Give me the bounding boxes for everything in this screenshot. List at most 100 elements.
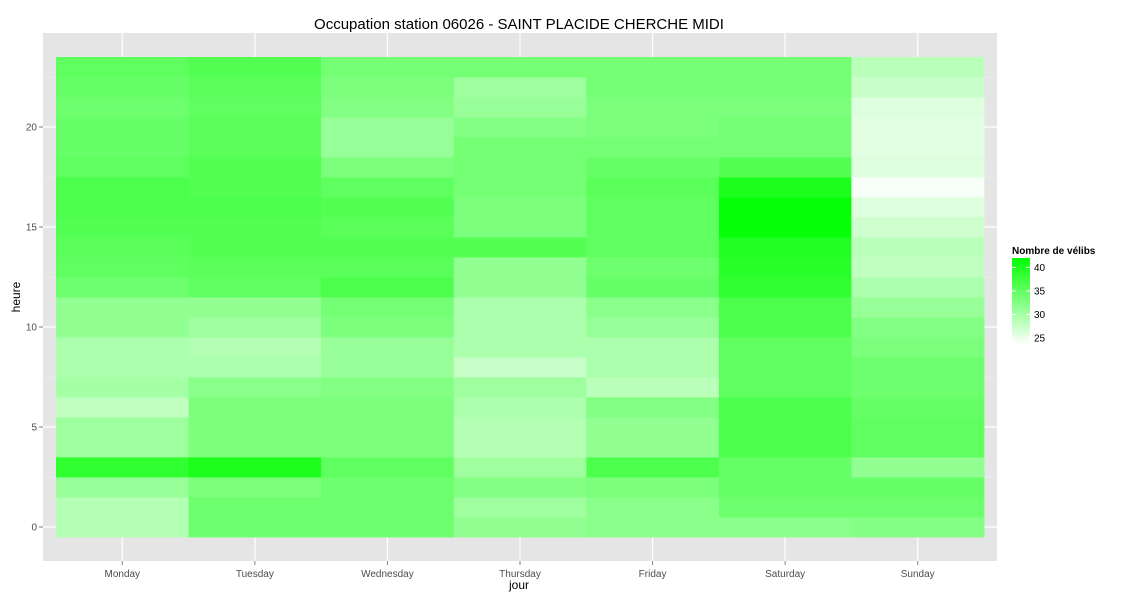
x-tick-label: Wednesday: [361, 569, 414, 580]
heatmap-cell-friday-13: [586, 257, 720, 278]
heatmap-cell-saturday-3: [718, 457, 852, 478]
heatmap-cell-thursday-21: [453, 97, 587, 118]
x-tick-label: Sunday: [901, 569, 935, 580]
heatmap-cell-thursday-13: [453, 257, 587, 278]
heatmap-cell-thursday-17: [453, 177, 587, 198]
heatmap-cell-saturday-18: [718, 157, 852, 178]
heatmap-cell-sunday-15: [851, 217, 985, 238]
heatmap-cell-saturday-19: [718, 137, 852, 158]
legend-tick-label: 30: [1034, 310, 1046, 321]
heatmap-cell-thursday-9: [453, 337, 587, 358]
heatmap-cell-tuesday-13: [188, 257, 322, 278]
heatmap-cell-monday-18: [56, 157, 189, 178]
legend-ticks: 25 30 35 40: [1012, 263, 1046, 344]
heatmap-cell-tuesday-23: [188, 57, 322, 78]
heatmap-cell-sunday-1: [851, 497, 985, 518]
heatmap-cell-thursday-11: [453, 297, 587, 318]
heatmap-cell-wednesday-18: [321, 157, 455, 178]
heatmap-cell-saturday-17: [718, 177, 852, 198]
heatmap-cell-saturday-16: [718, 197, 852, 218]
heatmap-cell-saturday-15: [718, 217, 852, 238]
heatmap-cell-sunday-8: [851, 357, 985, 378]
heatmap-cell-thursday-3: [453, 457, 587, 478]
heatmap-cell-thursday-10: [453, 317, 587, 338]
x-tick-label: Saturday: [765, 569, 805, 580]
heatmap-cell-friday-23: [586, 57, 720, 78]
heatmap-cell-wednesday-19: [321, 137, 455, 158]
heatmap-cell-wednesday-22: [321, 77, 455, 98]
heatmap-cell-tuesday-8: [188, 357, 322, 378]
heatmap-cell-saturday-6: [718, 397, 852, 418]
heatmap-cell-saturday-21: [718, 97, 852, 118]
heatmap-cell-thursday-16: [453, 197, 587, 218]
heatmap-cell-friday-16: [586, 197, 720, 218]
heatmap-cell-friday-1: [586, 497, 720, 518]
heatmap-cell-monday-19: [56, 137, 189, 158]
heatmap-cell-friday-21: [586, 97, 720, 118]
heatmap-cell-sunday-4: [851, 437, 985, 458]
heatmap-cell-saturday-22: [718, 77, 852, 98]
heatmap-cell-saturday-13: [718, 257, 852, 278]
heatmap-cell-friday-0: [586, 517, 720, 538]
heatmap-cell-monday-2: [56, 477, 189, 498]
heatmap-cell-wednesday-17: [321, 177, 455, 198]
y-axis: 0 5 10 15 20: [26, 123, 43, 534]
heatmap-cell-friday-2: [586, 477, 720, 498]
heatmap-cells: [56, 57, 985, 538]
heatmap-cell-thursday-14: [453, 237, 587, 258]
color-legend: Nombre de vélibs 25 30 35 40: [1012, 246, 1096, 345]
heatmap-cell-tuesday-18: [188, 157, 322, 178]
heatmap-cell-wednesday-11: [321, 297, 455, 318]
heatmap-cell-wednesday-15: [321, 217, 455, 238]
heatmap-cell-sunday-13: [851, 257, 985, 278]
heatmap-cell-friday-11: [586, 297, 720, 318]
heatmap-cell-tuesday-1: [188, 497, 322, 518]
heatmap-cell-sunday-12: [851, 277, 985, 298]
heatmap-cell-sunday-9: [851, 337, 985, 358]
heatmap-cell-sunday-6: [851, 397, 985, 418]
heatmap-cell-tuesday-2: [188, 477, 322, 498]
heatmap-cell-sunday-21: [851, 97, 985, 118]
x-tick-label: Tuesday: [236, 569, 274, 580]
y-tick-label: 5: [31, 423, 37, 434]
heatmap-cell-wednesday-0: [321, 517, 455, 538]
heatmap-cell-tuesday-20: [188, 117, 322, 138]
heatmap-cell-tuesday-3: [188, 457, 322, 478]
heatmap-cell-sunday-7: [851, 377, 985, 398]
heatmap-cell-thursday-8: [453, 357, 587, 378]
y-tick-label: 20: [26, 123, 38, 134]
heatmap-cell-monday-9: [56, 337, 189, 358]
heatmap-cell-monday-7: [56, 377, 189, 398]
heatmap-cell-wednesday-16: [321, 197, 455, 218]
heatmap-cell-wednesday-13: [321, 257, 455, 278]
heatmap-cell-saturday-11: [718, 297, 852, 318]
heatmap-cell-friday-8: [586, 357, 720, 378]
heatmap-cell-tuesday-7: [188, 377, 322, 398]
heatmap-cell-wednesday-8: [321, 357, 455, 378]
heatmap-cell-tuesday-4: [188, 437, 322, 458]
heatmap-cell-monday-10: [56, 317, 189, 338]
heatmap-cell-tuesday-5: [188, 417, 322, 438]
heatmap-cell-sunday-10: [851, 317, 985, 338]
x-axis-title: jour: [508, 578, 529, 592]
heatmap-cell-friday-7: [586, 377, 720, 398]
heatmap-cell-monday-1: [56, 497, 189, 518]
heatmap-cell-monday-22: [56, 77, 189, 98]
heatmap-cell-wednesday-21: [321, 97, 455, 118]
heatmap-cell-sunday-20: [851, 117, 985, 138]
heatmap-cell-monday-12: [56, 277, 189, 298]
heatmap-cell-sunday-2: [851, 477, 985, 498]
heatmap-cell-tuesday-11: [188, 297, 322, 318]
heatmap-cell-thursday-20: [453, 117, 587, 138]
heatmap-cell-sunday-23: [851, 57, 985, 78]
heatmap-cell-thursday-4: [453, 437, 587, 458]
legend-tick-label: 40: [1034, 263, 1046, 274]
heatmap-cell-monday-17: [56, 177, 189, 198]
heatmap-cell-monday-3: [56, 457, 189, 478]
heatmap-cell-wednesday-10: [321, 317, 455, 338]
heatmap-cell-monday-13: [56, 257, 189, 278]
heatmap-cell-tuesday-9: [188, 337, 322, 358]
heatmap-cell-wednesday-2: [321, 477, 455, 498]
heatmap-cell-tuesday-22: [188, 77, 322, 98]
heatmap-cell-monday-5: [56, 417, 189, 438]
